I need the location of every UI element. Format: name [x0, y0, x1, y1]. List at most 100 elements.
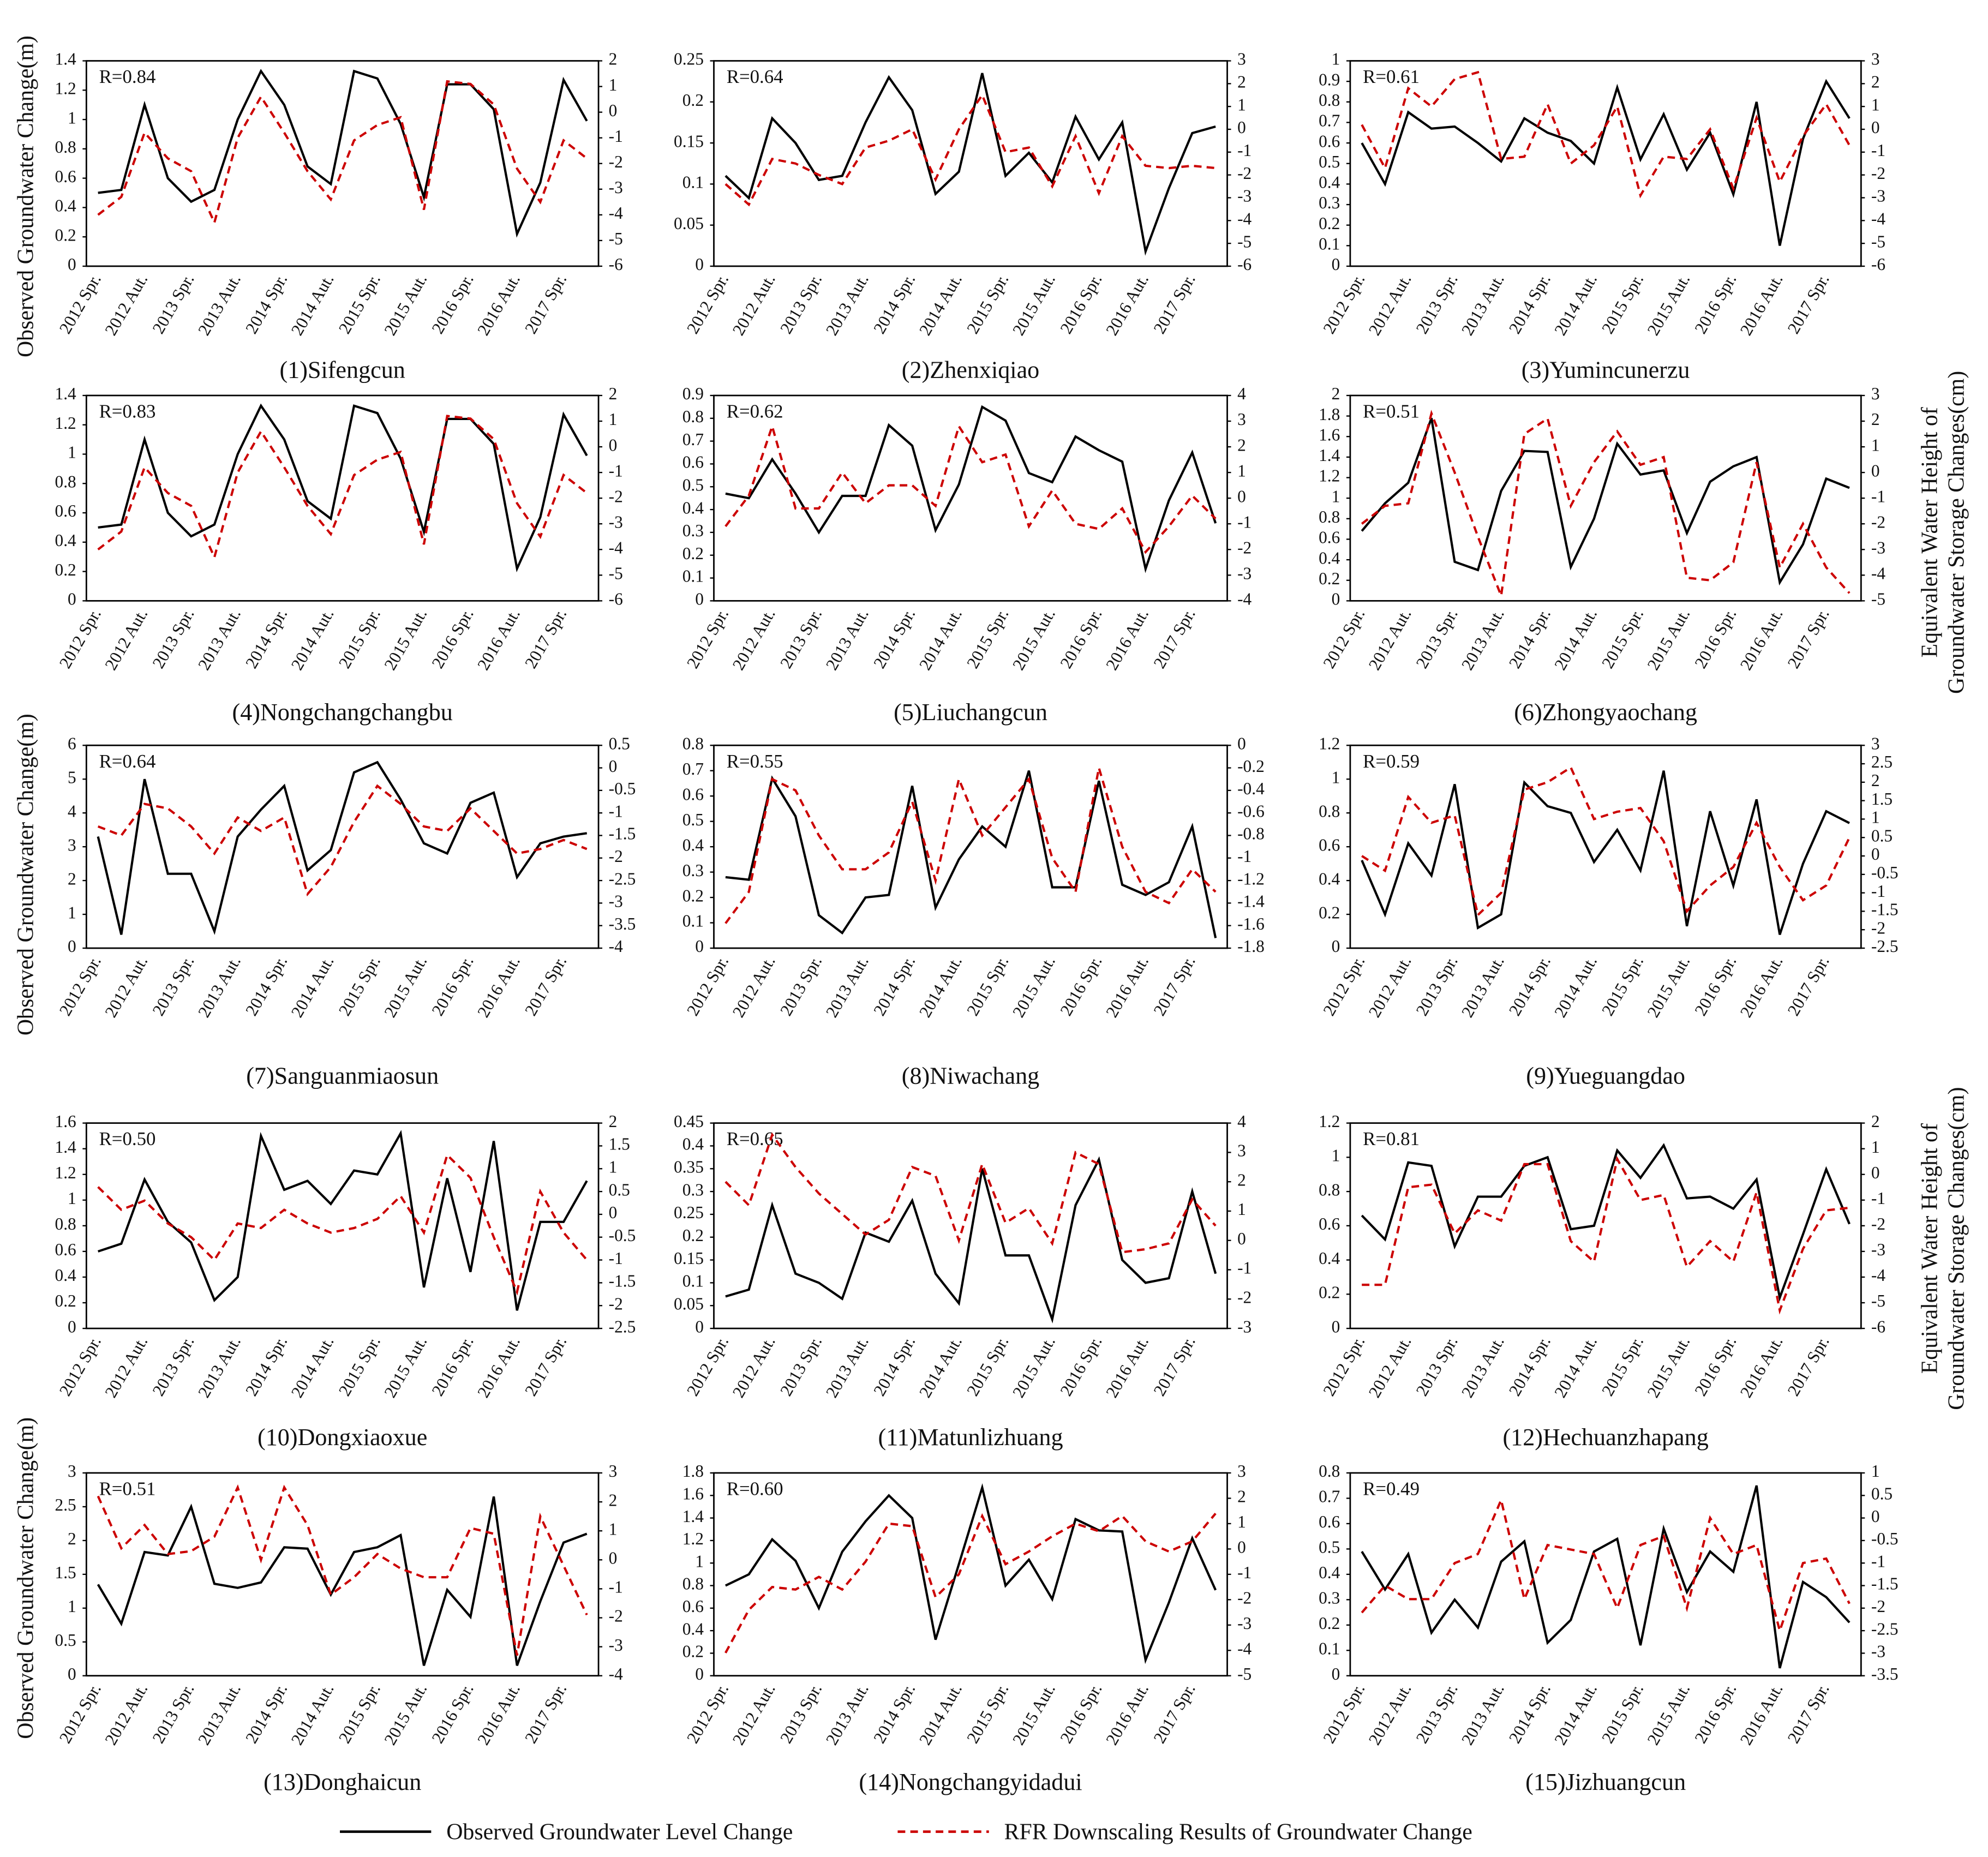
x-tick-label: 2012 Aut. — [1364, 1333, 1415, 1401]
x-tick-label: 2014 Aut. — [287, 1333, 337, 1401]
y2-tick-label: -2 — [1237, 164, 1252, 183]
y-tick-label: 0.6 — [1319, 835, 1340, 854]
y-tick-label: 0.8 — [1319, 1180, 1340, 1199]
y-tick-label: 0.2 — [682, 1226, 704, 1245]
x-tick-label: 2014 Spr. — [1505, 953, 1554, 1019]
left-axis-title: Observed Groundwater Change(m) — [14, 1417, 39, 1739]
y-tick-label: 0.8 — [682, 407, 704, 426]
series-line — [724, 73, 1216, 256]
y-tick-label: 0.4 — [55, 1266, 77, 1285]
x-tick-label: 2017 Spr. — [1149, 1333, 1199, 1399]
y2-tick-label: -4 — [1871, 1266, 1885, 1285]
y-tick-label: 0.2 — [682, 544, 704, 563]
series-line — [725, 1156, 1217, 1324]
y-tick-label: 5 — [68, 768, 76, 787]
y-tick-label: 1.5 — [55, 1563, 76, 1582]
y2-tick-label: 3 — [1237, 1141, 1246, 1160]
y-tick-label: 1.2 — [1319, 734, 1340, 753]
plot-frame — [1349, 394, 1862, 602]
y-tick-label: 0.4 — [55, 196, 77, 215]
y2-tick-label: 4 — [1237, 1112, 1246, 1131]
y-tick-label: 0.6 — [55, 167, 76, 186]
y-tick-label: 0.4 — [1319, 869, 1340, 888]
series-line — [98, 403, 588, 573]
chart-title: (2)Zhenxiqiao — [902, 356, 1039, 383]
y-tick-label: 0.2 — [55, 560, 76, 579]
x-tick-label: 2013 Aut. — [822, 1333, 872, 1401]
y2-tick-label: -1 — [1237, 141, 1252, 160]
y-tick-label: 0 — [695, 937, 704, 956]
y-tick-label: 1.2 — [1319, 466, 1340, 486]
series-line — [1361, 410, 1851, 601]
y2-tick-label: 0 — [1871, 844, 1880, 864]
y2-tick-label: -5 — [1871, 590, 1885, 609]
y-tick-label: 0.3 — [682, 521, 704, 540]
x-tick-label: 2012 Spr. — [683, 271, 732, 337]
x-tick-label: 2016 Spr. — [1691, 1333, 1740, 1399]
y2-tick-label: -4 — [1237, 209, 1252, 229]
y2-tick-label: -5 — [1237, 232, 1252, 251]
y2-tick-label: 2 — [1237, 73, 1246, 92]
chart-title: (14)Nongchangyidadui — [859, 1769, 1082, 1795]
y-tick-label: 0 — [1332, 1317, 1340, 1336]
y-tick-label: 0 — [1332, 255, 1340, 274]
y2-tick-label: 1 — [609, 1519, 618, 1538]
y2-tick-label: 0 — [609, 1548, 618, 1567]
x-tick-label: 2014 Spr. — [1505, 606, 1554, 672]
y-tick-label: 0.2 — [1319, 1614, 1340, 1633]
x-tick-label: 2013 Spr. — [776, 271, 825, 337]
series-line — [724, 767, 1217, 924]
y2-tick-label: -2.5 — [1871, 1619, 1899, 1638]
y2-tick-label: -4 — [609, 1664, 623, 1684]
y-tick-label: 0.35 — [674, 1158, 704, 1177]
series-line — [1361, 1143, 1851, 1302]
x-tick-label: 2014 Spr. — [870, 1333, 919, 1399]
y2-tick-label: 3 — [1237, 410, 1246, 429]
y2-tick-label: 1 — [1237, 95, 1246, 114]
y-tick-label: 0.6 — [55, 1240, 76, 1259]
plot-frame — [85, 1122, 600, 1329]
y2-tick-label: -6 — [609, 590, 623, 609]
y2-tick-label: 3 — [609, 1461, 618, 1481]
y2-tick-label: -3 — [1871, 187, 1885, 206]
x-tick-label: 2014 Aut. — [1550, 953, 1601, 1021]
y-tick-label: 1.2 — [682, 1529, 704, 1548]
y2-tick-label: -5 — [1871, 232, 1885, 251]
x-tick-label: 2017 Spr. — [1149, 606, 1199, 672]
y2-tick-label: -2.5 — [609, 869, 636, 888]
y2-tick-label: 1 — [1237, 461, 1246, 480]
y2-tick-label: 1 — [1237, 1200, 1246, 1219]
y-tick-label: 0.15 — [674, 1249, 704, 1268]
y2-tick-label: 2 — [609, 1112, 618, 1131]
y-tick-label: 0.5 — [1319, 1538, 1340, 1557]
y-tick-label: 0.05 — [674, 1294, 704, 1313]
series-line — [1361, 79, 1851, 246]
plot-frame — [713, 394, 1228, 602]
y2-tick-label: 0 — [1871, 1163, 1880, 1182]
chart-title: (1)Sifengcun — [280, 356, 405, 383]
annotation: R=0.51 — [99, 1478, 156, 1499]
x-tick-label: 2013 Aut. — [822, 953, 872, 1021]
y2-tick-label: -1.5 — [609, 1272, 636, 1291]
y2-tick-label: -2.5 — [1871, 937, 1899, 956]
y2-tick-label: -4 — [609, 538, 623, 557]
annotation: R=0.51 — [1363, 400, 1420, 422]
x-tick-label: 2013 Spr. — [776, 1333, 825, 1399]
x-tick-label: 2013 Spr. — [776, 1680, 825, 1747]
x-tick-label: 2013 Spr. — [776, 606, 825, 672]
series-line — [724, 1132, 1217, 1254]
x-tick-label: 2012 Spr. — [1319, 271, 1368, 337]
y2-tick-label: 0 — [609, 435, 618, 454]
annotation: R=0.84 — [99, 66, 156, 87]
x-tick-label: 2013 Aut. — [194, 953, 244, 1021]
x-tick-label: 2015 Aut. — [1009, 953, 1059, 1021]
series-line — [725, 405, 1217, 573]
y2-tick-label: -0.2 — [1237, 757, 1265, 776]
y-tick-label: 0.1 — [1319, 235, 1340, 254]
y-tick-label: 1 — [1332, 487, 1340, 506]
y-tick-label: 0.1 — [1319, 1639, 1340, 1658]
x-tick-label: 2015 Aut. — [1009, 1680, 1059, 1748]
y2-tick-label: -0.8 — [1237, 824, 1265, 843]
y-tick-label: 0.8 — [55, 1214, 76, 1233]
y2-tick-label: -3 — [609, 178, 623, 197]
